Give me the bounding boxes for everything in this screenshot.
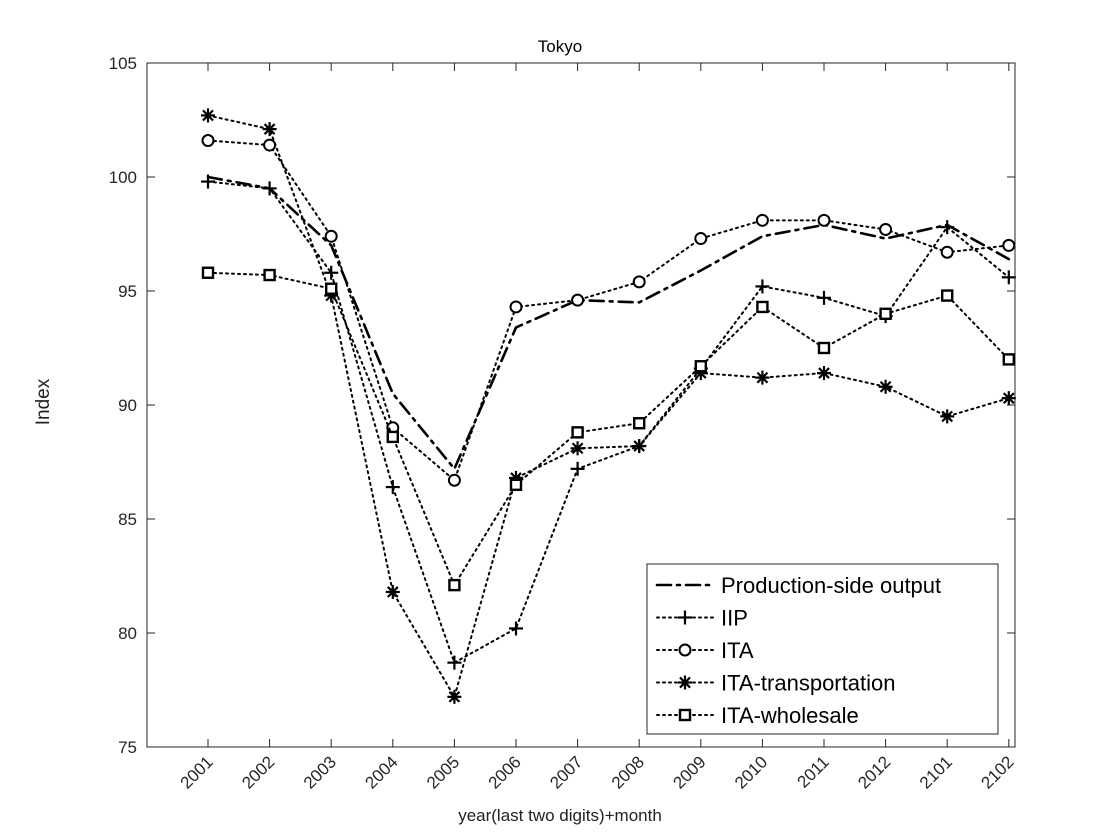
square-marker: [694, 360, 707, 373]
plus-marker: [817, 290, 831, 305]
series-line: [207, 180, 1010, 665]
series-ita-transportation: [201, 108, 1016, 704]
plus-marker: [447, 655, 462, 670]
x-tick-label: 2005: [423, 752, 463, 792]
asterisk-marker: [632, 439, 647, 454]
circle-marker: [694, 232, 708, 246]
legend-label: Production-side output: [721, 573, 941, 598]
asterisk-marker: [940, 409, 955, 424]
asterisk-marker: [755, 370, 770, 385]
legend-label: ITA-wholesale: [721, 703, 859, 728]
square-marker: [448, 578, 461, 592]
plus-marker: [385, 480, 400, 495]
square-marker: [879, 307, 892, 320]
asterisk-marker: [678, 675, 692, 690]
x-tick-label: 2008: [608, 752, 648, 792]
x-tick-label: 2003: [300, 752, 340, 792]
series-line: [207, 114, 1010, 700]
x-tick-label: 2002: [238, 752, 278, 792]
asterisk-marker: [1001, 391, 1016, 406]
x-tick-label: 2009: [669, 752, 709, 792]
plus-marker: [324, 265, 339, 280]
series-ita: [201, 134, 1016, 487]
asterisk-marker: [878, 379, 893, 394]
square-marker: [633, 417, 646, 430]
circle-marker: [879, 222, 893, 236]
square-marker: [325, 282, 338, 295]
x-tick-label: 2007: [546, 752, 586, 792]
circle-marker: [632, 275, 646, 289]
y-tick-label: 105: [109, 54, 137, 73]
legend-entry: ITA: [656, 638, 754, 663]
y-tick-label: 90: [118, 396, 137, 415]
circle-marker: [447, 473, 461, 487]
square-marker: [817, 341, 831, 355]
square-marker: [509, 478, 523, 491]
x-tick-label: 2006: [485, 752, 525, 792]
square-marker: [263, 268, 276, 282]
circle-marker: [324, 229, 338, 243]
plus-marker: [509, 621, 523, 636]
plus-marker: [940, 220, 955, 235]
legend: Production-side output IIP ITA ITA-transpor…: [646, 563, 999, 735]
circle-marker: [940, 245, 954, 259]
plus-marker: [755, 279, 770, 294]
x-tick-label: 2012: [854, 752, 894, 792]
circle-marker: [263, 138, 277, 152]
x-tick-label: 2102: [977, 752, 1017, 792]
y-tick-label: 85: [118, 510, 137, 529]
square-marker: [941, 289, 954, 302]
x-tick-label: 2011: [794, 752, 833, 791]
asterisk-marker: [262, 122, 277, 137]
circle-marker: [755, 213, 769, 227]
legend-entry: ITA-wholesale: [656, 703, 859, 728]
plus-marker: [262, 181, 277, 196]
plus-marker: [678, 610, 692, 625]
x-tick-label: 2001: [177, 752, 217, 792]
chart-title: Tokyo: [537, 37, 583, 56]
circle-marker: [201, 134, 215, 148]
x-axis-label: year(last two digits)+month: [458, 806, 662, 825]
plus-marker: [1001, 270, 1016, 285]
square-marker: [756, 300, 769, 314]
x-tick-label: 2101: [916, 752, 956, 792]
y-tick-label: 100: [109, 168, 137, 187]
x-tick-label: 2004: [361, 752, 401, 792]
circle-marker: [509, 300, 523, 314]
legend-label: ITA-transportation: [721, 671, 895, 696]
square-marker: [201, 266, 215, 279]
legend-label: ITA: [721, 638, 754, 663]
asterisk-marker: [570, 441, 585, 456]
circle-marker: [678, 643, 692, 657]
circle-marker: [571, 293, 585, 307]
series-production-side-output: [206, 175, 1011, 472]
asterisk-marker: [817, 366, 831, 381]
y-axis: 75 80 85 90 95 100 105: [109, 54, 1015, 757]
y-tick-label: 80: [118, 624, 137, 643]
asterisk-marker: [447, 689, 462, 704]
square-marker: [1002, 353, 1015, 366]
square-marker: [571, 426, 584, 439]
circle-marker: [817, 213, 831, 227]
legend-label: IIP: [721, 606, 748, 631]
series-ita-wholesale: [201, 266, 1015, 592]
legend-entry: Production-side output: [655, 573, 941, 598]
y-tick-label: 75: [118, 738, 137, 757]
x-tick-label: 2010: [731, 752, 771, 792]
plus-marker: [570, 461, 585, 476]
series-line: [206, 175, 1011, 472]
circle-marker: [1002, 238, 1016, 252]
plus-marker: [201, 174, 215, 189]
legend-entry: IIP: [656, 606, 748, 631]
series-layer: [201, 108, 1016, 704]
series-line: [207, 271, 1010, 588]
square-marker: [678, 708, 692, 722]
series-line: [207, 139, 1010, 482]
asterisk-marker: [201, 108, 215, 123]
legend-entry: ITA-transportation: [656, 671, 895, 696]
y-tick-label: 95: [118, 282, 137, 301]
asterisk-marker: [385, 584, 400, 599]
square-marker: [386, 430, 399, 444]
